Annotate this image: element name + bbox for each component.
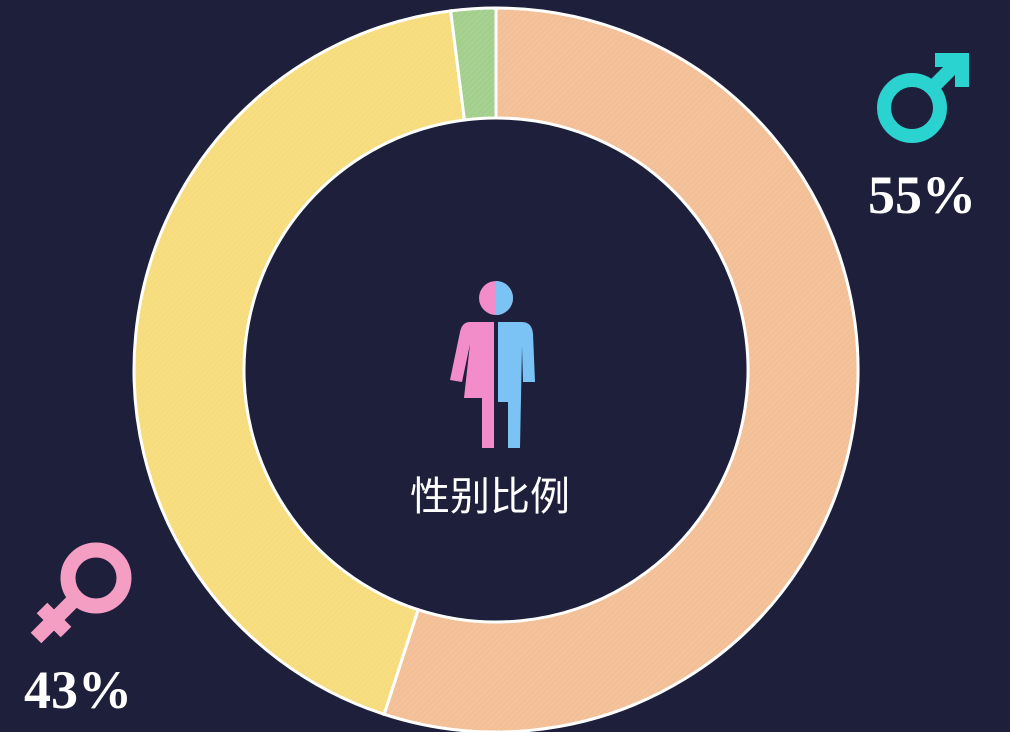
value-label: 43% (24, 660, 132, 720)
chart-title: 性别比例 (410, 474, 570, 520)
segment-hatch (384, 8, 858, 732)
gender-icon (450, 281, 535, 448)
value-label: 55% (868, 165, 976, 225)
female-icon (30, 542, 132, 644)
segment-hatch (450, 8, 496, 120)
segment-hatch (133, 10, 465, 715)
donut (132, 6, 860, 732)
male-icon (877, 53, 969, 143)
